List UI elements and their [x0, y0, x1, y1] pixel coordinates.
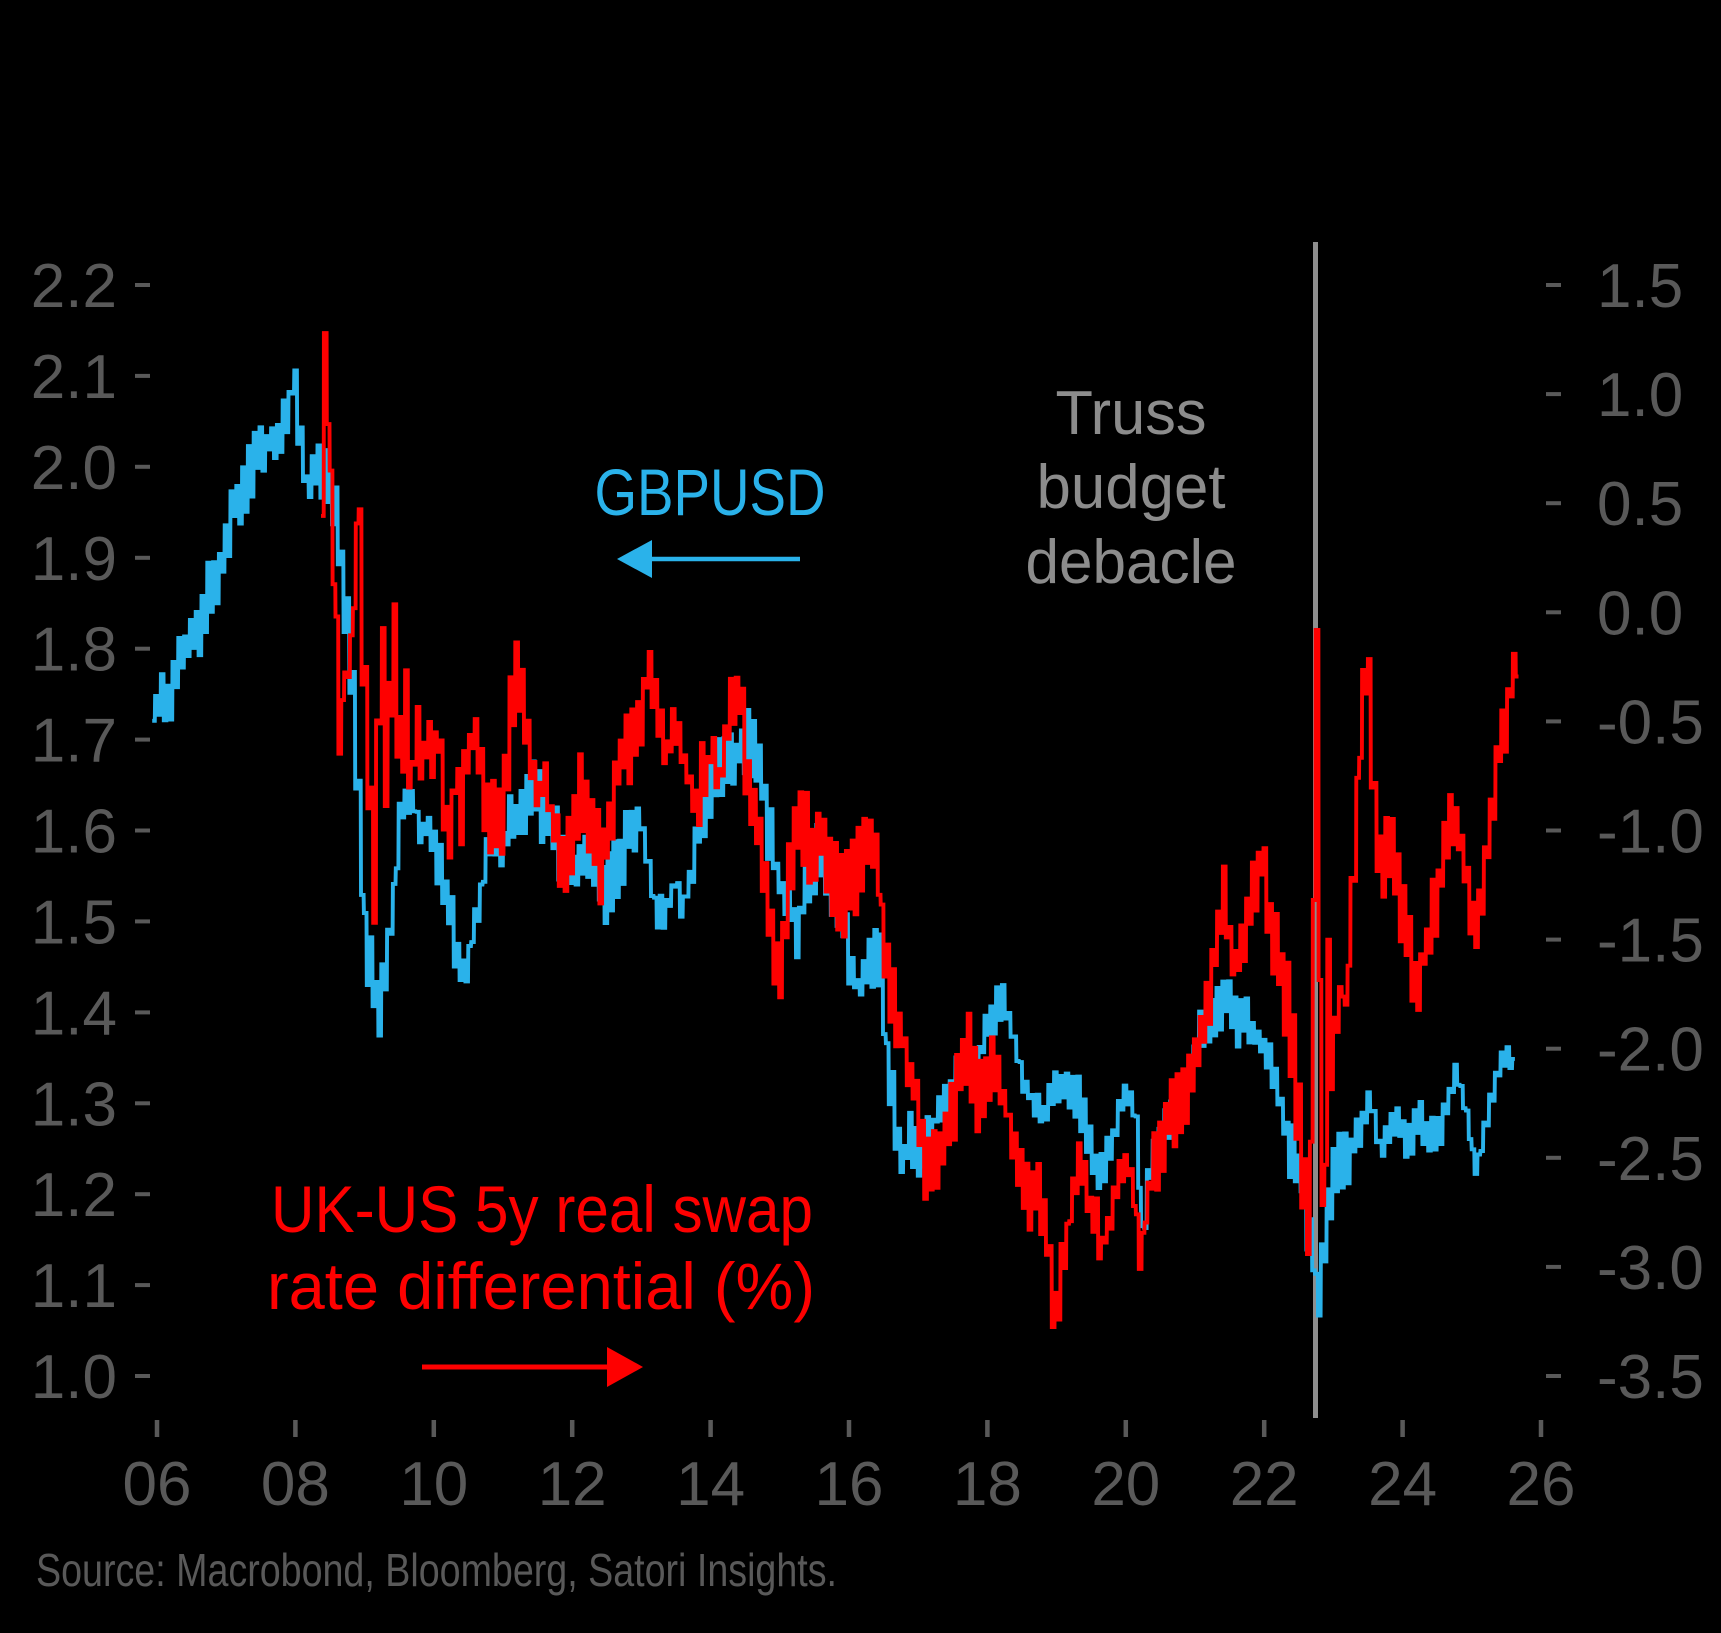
svg-text:1.8: 1.8: [31, 616, 117, 685]
svg-text:budget: budget: [1037, 453, 1226, 522]
svg-text:debacle: debacle: [1026, 528, 1237, 597]
svg-text:10: 10: [399, 1450, 468, 1519]
svg-text:-0.5: -0.5: [1597, 688, 1704, 757]
svg-text:24: 24: [1368, 1450, 1437, 1519]
svg-text:UK-US 5y real swap: UK-US 5y real swap: [271, 1172, 813, 1246]
svg-text:14: 14: [676, 1450, 745, 1519]
svg-text:1.4: 1.4: [31, 979, 117, 1048]
svg-text:-3.5: -3.5: [1597, 1343, 1704, 1412]
svg-text:-3.0: -3.0: [1597, 1234, 1704, 1303]
svg-text:GBPUSD: GBPUSD: [595, 455, 826, 529]
svg-text:2.1: 2.1: [31, 343, 117, 412]
svg-text:16: 16: [815, 1450, 884, 1519]
svg-text:-2.5: -2.5: [1597, 1125, 1704, 1194]
svg-text:1.0: 1.0: [1597, 361, 1683, 430]
svg-text:-1.5: -1.5: [1597, 907, 1704, 976]
svg-text:1.2: 1.2: [31, 1161, 117, 1230]
svg-text:1.5: 1.5: [31, 888, 117, 957]
svg-text:1.9: 1.9: [31, 525, 117, 594]
svg-text:0.0: 0.0: [1597, 579, 1683, 648]
svg-text:Truss: Truss: [1056, 379, 1207, 448]
svg-text:2.2: 2.2: [31, 252, 117, 321]
svg-text:2.0: 2.0: [31, 434, 117, 503]
svg-text:06: 06: [123, 1450, 192, 1519]
svg-text:22: 22: [1230, 1450, 1299, 1519]
svg-text:20: 20: [1091, 1450, 1160, 1519]
svg-text:26: 26: [1507, 1450, 1576, 1519]
svg-text:1.3: 1.3: [31, 1070, 117, 1139]
svg-text:-1.0: -1.0: [1597, 798, 1704, 867]
svg-text:12: 12: [538, 1450, 607, 1519]
svg-text:1.5: 1.5: [1597, 252, 1683, 321]
svg-text:1.1: 1.1: [31, 1252, 117, 1321]
svg-text:1.6: 1.6: [31, 798, 117, 867]
svg-text:-2.0: -2.0: [1597, 1016, 1704, 1085]
svg-text:0.5: 0.5: [1597, 470, 1683, 539]
svg-text:18: 18: [953, 1450, 1022, 1519]
svg-text:1.7: 1.7: [31, 707, 117, 776]
svg-text:rate differential (%): rate differential (%): [267, 1249, 815, 1323]
svg-text:Source: Macrobond, Bloomberg,: Source: Macrobond, Bloomberg, Satori Ins…: [36, 1544, 837, 1596]
svg-text:08: 08: [261, 1450, 330, 1519]
svg-text:1.0: 1.0: [31, 1343, 117, 1412]
